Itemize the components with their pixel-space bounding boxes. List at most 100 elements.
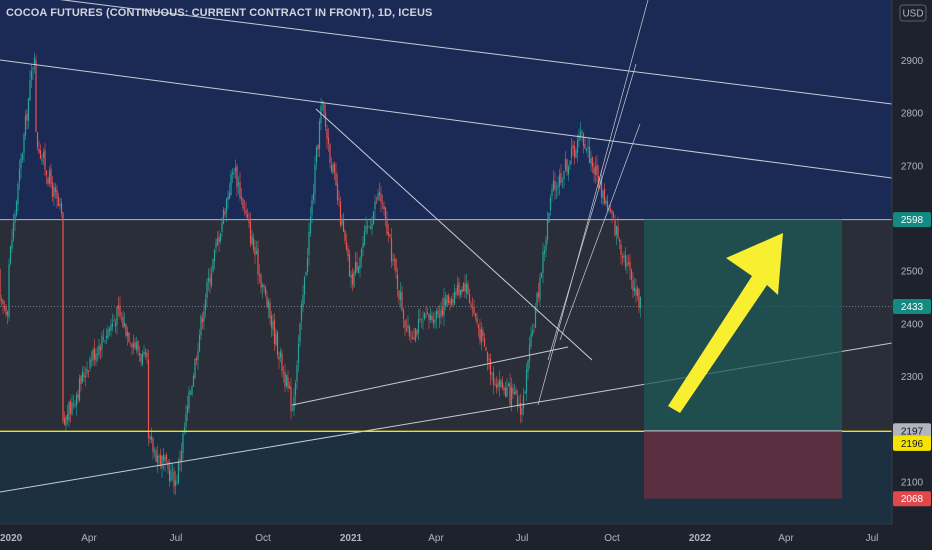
candle-body [612, 213, 615, 218]
candle-body [575, 150, 577, 158]
candle-body [452, 299, 454, 303]
currency-label: USD [902, 9, 923, 20]
candle-body [143, 352, 145, 355]
candle-body [195, 358, 198, 361]
candle-body [620, 244, 622, 255]
candle-body [446, 294, 448, 307]
candle-body [567, 166, 570, 175]
candle-body [408, 326, 411, 337]
candle-body [129, 343, 132, 345]
candle-body [369, 227, 372, 229]
candle-body [467, 284, 469, 295]
candle-body [435, 311, 438, 319]
candle-body [512, 388, 514, 394]
candle-body [132, 343, 135, 348]
candle-body [218, 236, 220, 242]
candle-body [278, 356, 280, 360]
candle-body [146, 352, 148, 358]
candle-body [207, 278, 210, 281]
candle-body [555, 188, 558, 190]
candle-body [314, 164, 316, 194]
price-tag-support: 2196 [893, 435, 931, 451]
candle-body [458, 282, 460, 296]
candle-body [497, 382, 499, 387]
candle-body [506, 387, 508, 398]
candle-body [5, 307, 7, 315]
candle-body [306, 257, 309, 273]
candle-body [626, 263, 628, 266]
candle-body [558, 174, 561, 186]
candle-body [99, 346, 102, 351]
x-tick-label: 2021 [340, 533, 363, 544]
candle-body [21, 153, 24, 160]
candle-body [276, 332, 279, 356]
x-tick-label: Apr [778, 533, 794, 544]
candle-body [71, 402, 73, 415]
candle-body [110, 324, 112, 331]
candle-body [353, 271, 355, 287]
price-tag-label: 2433 [901, 302, 924, 313]
candle-body [516, 396, 519, 406]
y-tick-label: 2700 [901, 161, 924, 172]
candle-body [326, 128, 328, 139]
candle-body [135, 342, 138, 350]
candle-body [399, 292, 402, 300]
candle-body [471, 307, 474, 308]
price-tag-bg [893, 212, 931, 228]
candle-body [213, 249, 216, 262]
candle-body [32, 67, 34, 70]
candle-body [486, 352, 489, 362]
candle-body [588, 147, 591, 164]
candle-body [357, 266, 360, 273]
candle-body [473, 307, 475, 314]
y-tick-label: 2900 [901, 56, 924, 67]
candle-body [56, 189, 58, 199]
candle-body [477, 324, 480, 329]
candle-body [240, 196, 243, 199]
candle-body [168, 469, 171, 482]
candle-body [587, 146, 589, 149]
candle-body [83, 373, 85, 378]
candle-body [284, 371, 286, 387]
price-tag-bg [893, 491, 931, 507]
candle-body [164, 457, 166, 462]
candle-body [426, 312, 429, 315]
candle-body [320, 105, 322, 123]
candle-body [119, 306, 121, 317]
candle-body [35, 59, 37, 132]
candle-body [483, 338, 486, 347]
candle-body [359, 257, 361, 270]
candle-body [492, 372, 495, 385]
candle-body [407, 324, 409, 329]
candle-body [614, 219, 616, 236]
candle-body [401, 291, 403, 311]
candle-body [569, 160, 571, 165]
candle-body [413, 337, 415, 340]
candle-body [104, 340, 106, 342]
candle-body [312, 193, 315, 200]
candle-body [524, 391, 526, 394]
x-tick-label: Jul [866, 533, 879, 544]
candle-body [189, 392, 192, 394]
y-tick-label: 2800 [901, 109, 924, 120]
candle-body [20, 158, 22, 169]
candle-body [521, 408, 523, 415]
candle-body [281, 353, 283, 372]
candle-body [188, 390, 190, 409]
candle-body [323, 102, 325, 114]
candle-body [95, 353, 97, 361]
price-tag-label: 2197 [901, 426, 924, 437]
candle-body [81, 371, 84, 382]
candle-body [266, 296, 268, 307]
candle-body [362, 243, 364, 248]
candle-body [102, 338, 105, 340]
candle-body [153, 450, 156, 452]
candle-body [639, 296, 642, 308]
candle-body [429, 314, 432, 321]
candle-body [336, 183, 339, 201]
candle-body [113, 321, 115, 322]
x-tick-label: Apr [81, 533, 97, 544]
candle-body [267, 300, 270, 309]
candle-body [236, 166, 238, 187]
